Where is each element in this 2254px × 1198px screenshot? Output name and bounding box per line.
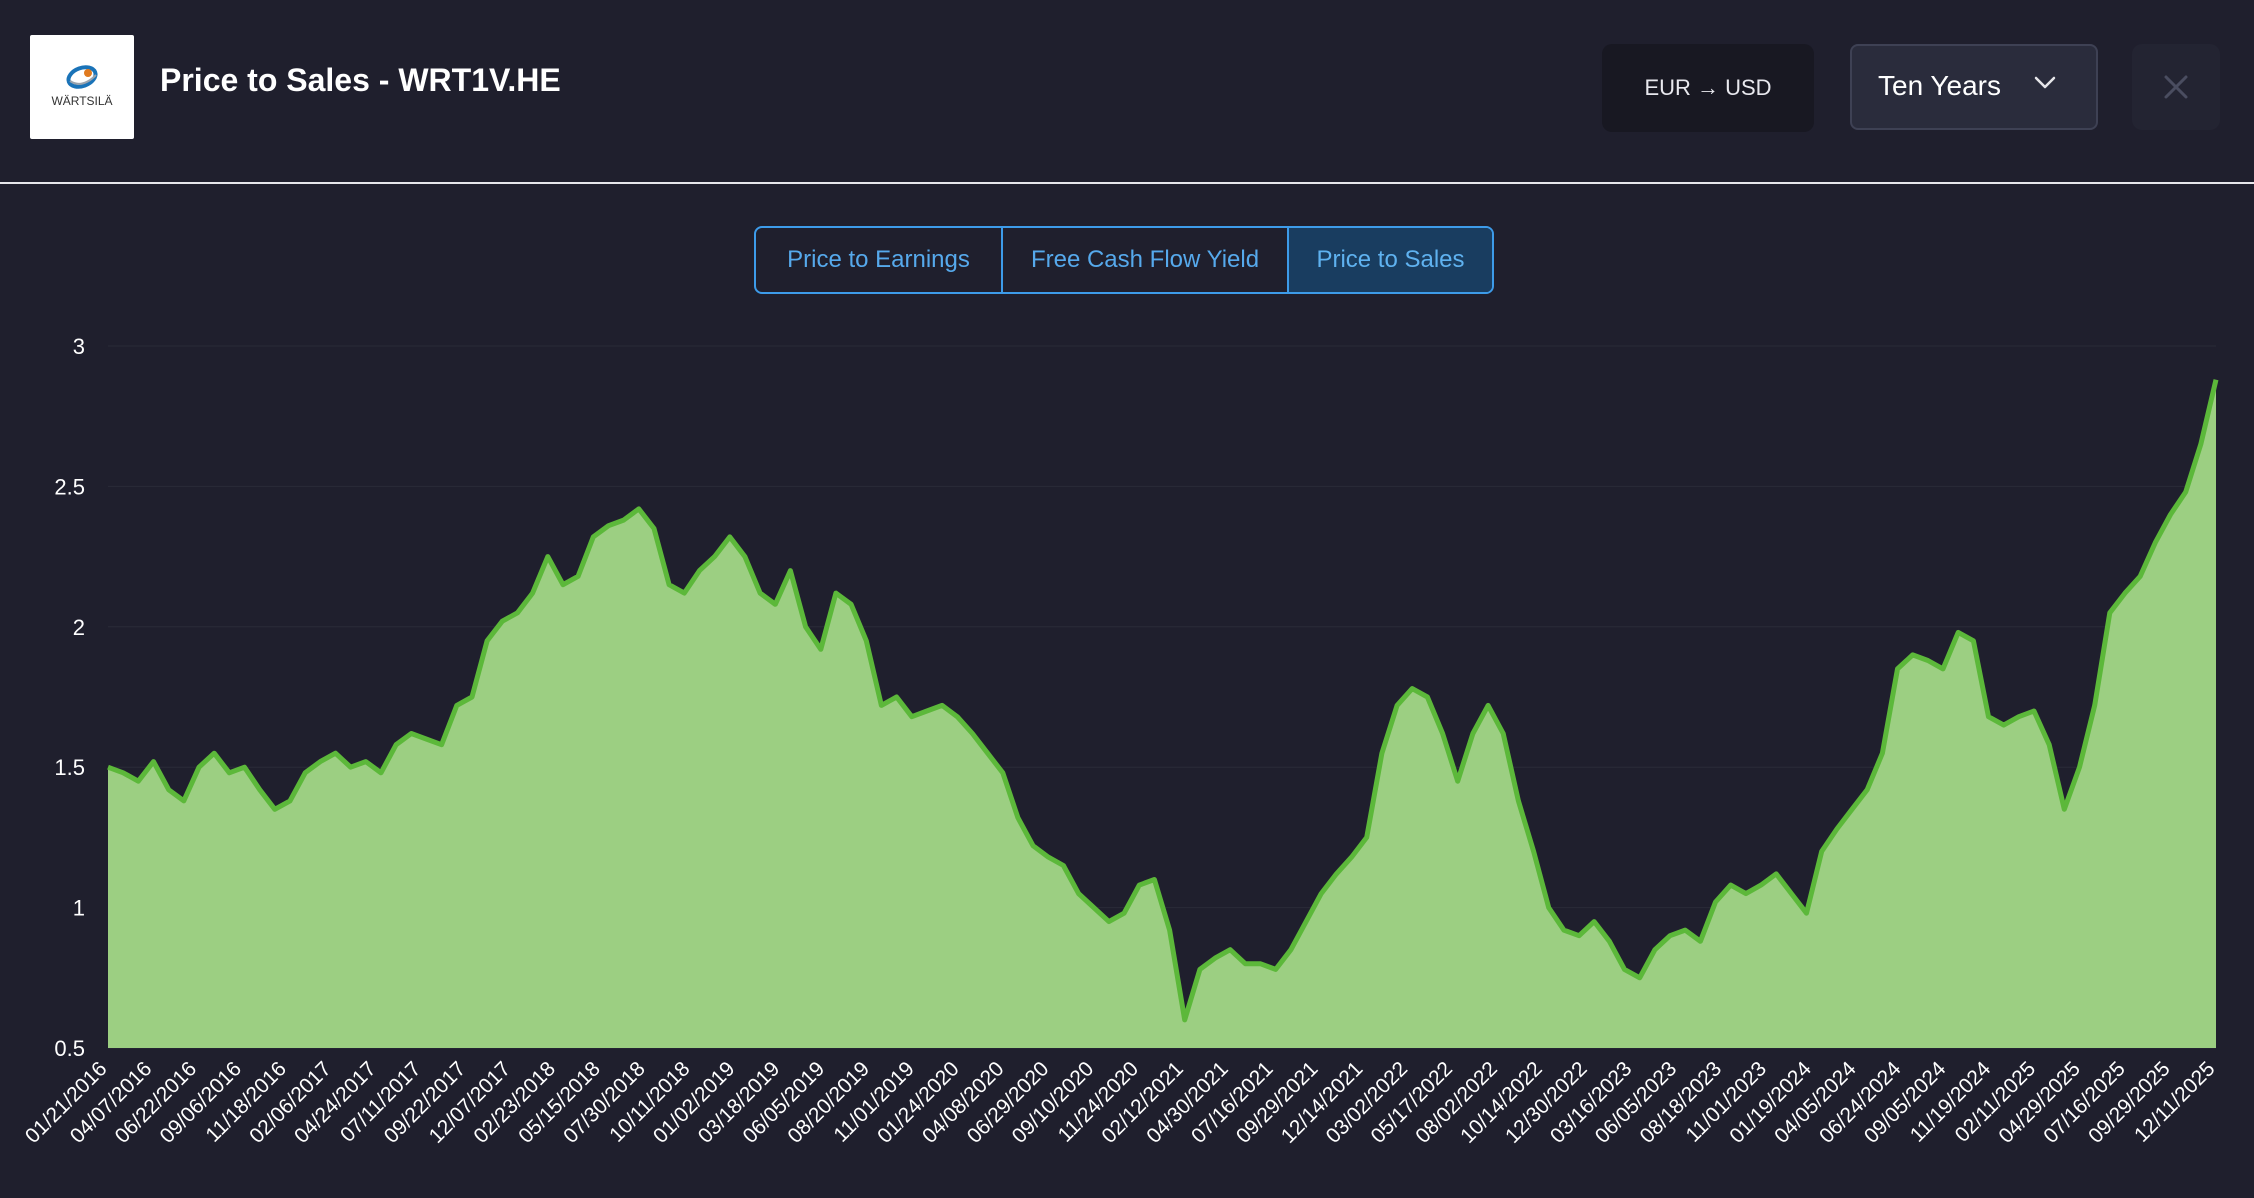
- price-to-sales-chart: 0.5 1 1.5 2 2.5 3 01/21/201604/07/201606/22/2…: [21, 334, 2220, 1148]
- y-tick-label: 1: [73, 896, 85, 921]
- y-tick-label: 2.5: [54, 474, 85, 499]
- page-title: Price to Sales - WRT1V.HE: [160, 62, 561, 98]
- price-to-sales-line: [107, 379, 2219, 1023]
- tab-price-to-sales[interactable]: Price to Sales: [1287, 228, 1492, 292]
- price-to-sales-area: [108, 379, 2216, 1048]
- y-tick-label: 1.5: [54, 755, 85, 780]
- tab-price-to-earnings[interactable]: Price to Earnings: [787, 246, 970, 273]
- x-axis: 01/21/201604/07/201606/22/201609/06/2016…: [21, 1057, 2220, 1148]
- wartsila-logo-icon: WÄRTSILÄ: [51, 65, 113, 108]
- chevron-down-icon: [2034, 76, 2056, 89]
- currency-toggle-button[interactable]: EUR → USD: [1602, 44, 1814, 132]
- svg-text:WÄRTSILÄ: WÄRTSILÄ: [51, 94, 112, 108]
- header: WÄRTSILÄ Price to Sales - WRT1V.HE EUR →…: [0, 0, 2254, 184]
- tab-free-cash-flow-yield[interactable]: Free Cash Flow Yield: [1001, 228, 1287, 292]
- period-select-label: Ten Years: [1878, 70, 2001, 101]
- company-logo: WÄRTSILÄ: [30, 35, 134, 139]
- close-icon: [2164, 75, 2188, 99]
- y-axis: 0.5 1 1.5 2 2.5 3: [54, 334, 85, 1061]
- metric-tabs: Price to Earnings Free Cash Flow Yield P…: [754, 226, 1494, 294]
- y-tick-label: 3: [73, 334, 85, 359]
- y-tick-label: 2: [73, 615, 85, 640]
- period-select[interactable]: Ten Years: [1850, 44, 2098, 130]
- y-tick-label: 0.5: [54, 1036, 85, 1061]
- close-button[interactable]: [2132, 44, 2220, 130]
